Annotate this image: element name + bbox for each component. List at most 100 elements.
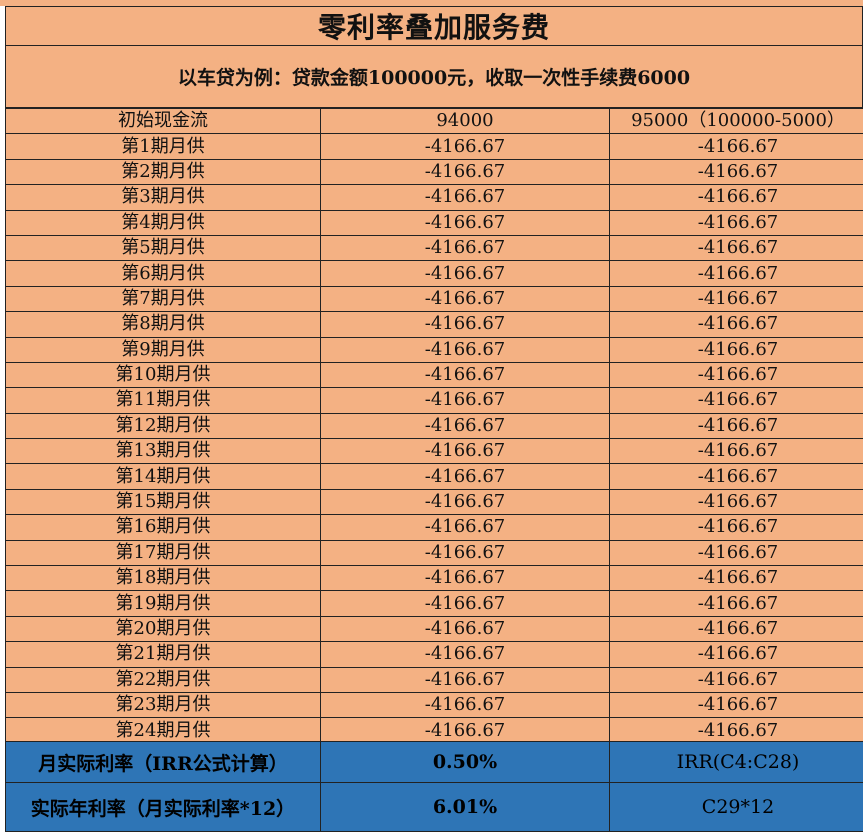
table-row: 第2期月供 -4166.67 -4166.67 xyxy=(5,158,865,186)
cell-value-b[interactable]: -4166.67 xyxy=(609,209,865,236)
summary-label[interactable]: 月实际利率（IRR公式计算） xyxy=(5,741,321,783)
summary-formula[interactable]: IRR(C4:C28) xyxy=(609,741,865,783)
cell-value-a[interactable]: -4166.67 xyxy=(320,133,610,160)
table-row: 第3期月供 -4166.67 -4166.67 xyxy=(5,184,865,211)
table-row: 第22期月供 -4166.67 -4166.67 xyxy=(5,666,865,693)
table-row: 第13期月供 -4166.67 -4166.67 xyxy=(5,438,865,465)
cell-label[interactable]: 第21期月供 xyxy=(5,641,321,668)
cell-label[interactable]: 第7期月供 xyxy=(5,285,321,313)
cell-value-b[interactable]: -4166.67 xyxy=(609,260,865,287)
cell-value-b[interactable]: -4166.67 xyxy=(609,615,865,643)
table-row: 第7期月供 -4166.67 -4166.67 xyxy=(5,285,865,313)
cell-label[interactable]: 第17期月供 xyxy=(5,539,321,567)
cell-value-b[interactable]: -4166.67 xyxy=(609,666,865,693)
cell-value-a[interactable]: -4166.67 xyxy=(320,666,610,693)
cell-label[interactable]: 第2期月供 xyxy=(5,158,321,186)
cell-label[interactable]: 第24期月供 xyxy=(5,717,321,744)
cell-value-a[interactable]: -4166.67 xyxy=(320,539,610,567)
cell-label[interactable]: 第5期月供 xyxy=(5,234,321,262)
cell-label[interactable]: 初始现金流 xyxy=(5,107,321,135)
cell-value-a[interactable]: -4166.67 xyxy=(320,717,610,744)
summary-table: 月实际利率（IRR公式计算） 0.50% IRR(C4:C28) 实际年利率（月… xyxy=(5,741,865,832)
cell-value-b[interactable]: -4166.67 xyxy=(609,412,865,440)
cell-label[interactable]: 第18期月供 xyxy=(5,565,321,592)
cell-label[interactable]: 第6期月供 xyxy=(5,260,321,287)
cell-value-b[interactable]: -4166.67 xyxy=(609,514,865,541)
cell-label[interactable]: 第1期月供 xyxy=(5,133,321,160)
table-row: 第6期月供 -4166.67 -4166.67 xyxy=(5,260,865,287)
summary-value[interactable]: 0.50% xyxy=(320,741,610,783)
cell-value-b[interactable]: -4166.67 xyxy=(609,133,865,160)
cell-label[interactable]: 第16期月供 xyxy=(5,514,321,541)
summary-label[interactable]: 实际年利率（月实际利率*12） xyxy=(5,782,321,832)
cell-value-a[interactable]: -4166.67 xyxy=(320,285,610,313)
cell-value-a[interactable]: -4166.67 xyxy=(320,184,610,211)
cell-value-b[interactable]: -4166.67 xyxy=(609,691,865,719)
cell-label[interactable]: 第13期月供 xyxy=(5,438,321,465)
cell-label[interactable]: 第9期月供 xyxy=(5,336,321,363)
sheet-title[interactable]: 零利率叠加服务费 xyxy=(5,6,863,46)
cell-value-a[interactable]: -4166.67 xyxy=(320,412,610,440)
table-row: 实际年利率（月实际利率*12） 6.01% C29*12 xyxy=(5,782,865,832)
cell-value-a[interactable]: -4166.67 xyxy=(320,514,610,541)
cell-value-a[interactable]: -4166.67 xyxy=(320,691,610,719)
cell-value-a[interactable]: -4166.67 xyxy=(320,387,610,414)
summary-value[interactable]: 6.01% xyxy=(320,782,610,832)
cell-value-b[interactable]: -4166.67 xyxy=(609,361,865,389)
cell-value-b[interactable]: -4166.67 xyxy=(609,488,865,516)
table-row: 第9期月供 -4166.67 -4166.67 xyxy=(5,336,865,363)
cell-value-a[interactable]: -4166.67 xyxy=(320,641,610,668)
cell-value-b[interactable]: -4166.67 xyxy=(609,387,865,414)
cell-value-b[interactable]: -4166.67 xyxy=(609,158,865,186)
summary-formula[interactable]: C29*12 xyxy=(609,782,865,832)
cell-value-a[interactable]: 94000 xyxy=(320,107,610,135)
cell-value-b[interactable]: -4166.67 xyxy=(609,311,865,338)
right-grid-edge xyxy=(863,0,865,834)
cell-label[interactable]: 第10期月供 xyxy=(5,361,321,389)
cell-value-b[interactable]: -4166.67 xyxy=(609,438,865,465)
cell-value-a[interactable]: -4166.67 xyxy=(320,234,610,262)
cell-value-a[interactable]: -4166.67 xyxy=(320,590,610,617)
cell-value-b[interactable]: -4166.67 xyxy=(609,336,865,363)
table-row: 第12期月供 -4166.67 -4166.67 xyxy=(5,412,865,440)
table-row: 第5期月供 -4166.67 -4166.67 xyxy=(5,234,865,262)
table-row: 第11期月供 -4166.67 -4166.67 xyxy=(5,387,865,414)
cell-value-b[interactable]: -4166.67 xyxy=(609,234,865,262)
cell-value-a[interactable]: -4166.67 xyxy=(320,463,610,490)
cell-label[interactable]: 第20期月供 xyxy=(5,615,321,643)
cell-value-a[interactable]: -4166.67 xyxy=(320,311,610,338)
cell-value-a[interactable]: -4166.67 xyxy=(320,260,610,287)
cell-value-a[interactable]: -4166.67 xyxy=(320,361,610,389)
cell-label[interactable]: 第19期月供 xyxy=(5,590,321,617)
cell-value-b[interactable]: -4166.67 xyxy=(609,184,865,211)
cell-label[interactable]: 第14期月供 xyxy=(5,463,321,490)
table-row: 月实际利率（IRR公式计算） 0.50% IRR(C4:C28) xyxy=(5,741,865,783)
cell-value-b[interactable]: -4166.67 xyxy=(609,717,865,744)
cell-label[interactable]: 第12期月供 xyxy=(5,412,321,440)
cell-label[interactable]: 第3期月供 xyxy=(5,184,321,211)
cell-value-b[interactable]: -4166.67 xyxy=(609,565,865,592)
cell-label[interactable]: 第23期月供 xyxy=(5,691,321,719)
cell-label[interactable]: 第4期月供 xyxy=(5,209,321,236)
cell-value-a[interactable]: -4166.67 xyxy=(320,488,610,516)
table-row: 第23期月供 -4166.67 -4166.67 xyxy=(5,691,865,719)
cell-value-b[interactable]: -4166.67 xyxy=(609,641,865,668)
cell-value-b[interactable]: -4166.67 xyxy=(609,285,865,313)
cell-value-b[interactable]: -4166.67 xyxy=(609,539,865,567)
cell-value-b[interactable]: -4166.67 xyxy=(609,590,865,617)
cell-value-b[interactable]: 95000（100000-5000） xyxy=(609,107,865,135)
sheet-subtitle[interactable]: 以车贷为例：贷款金额100000元，收取一次性手续费6000 xyxy=(5,46,863,108)
cell-value-a[interactable]: -4166.67 xyxy=(320,565,610,592)
cell-label[interactable]: 第8期月供 xyxy=(5,311,321,338)
cell-value-b[interactable]: -4166.67 xyxy=(609,463,865,490)
cell-value-a[interactable]: -4166.67 xyxy=(320,615,610,643)
cell-value-a[interactable]: -4166.67 xyxy=(320,209,610,236)
cell-value-a[interactable]: -4166.67 xyxy=(320,158,610,186)
cell-label[interactable]: 第22期月供 xyxy=(5,666,321,693)
cell-value-a[interactable]: -4166.67 xyxy=(320,336,610,363)
cell-value-a[interactable]: -4166.67 xyxy=(320,438,610,465)
cell-label[interactable]: 第11期月供 xyxy=(5,387,321,414)
cell-label[interactable]: 第15期月供 xyxy=(5,488,321,516)
table-row: 初始现金流 94000 95000（100000-5000） xyxy=(5,107,865,135)
